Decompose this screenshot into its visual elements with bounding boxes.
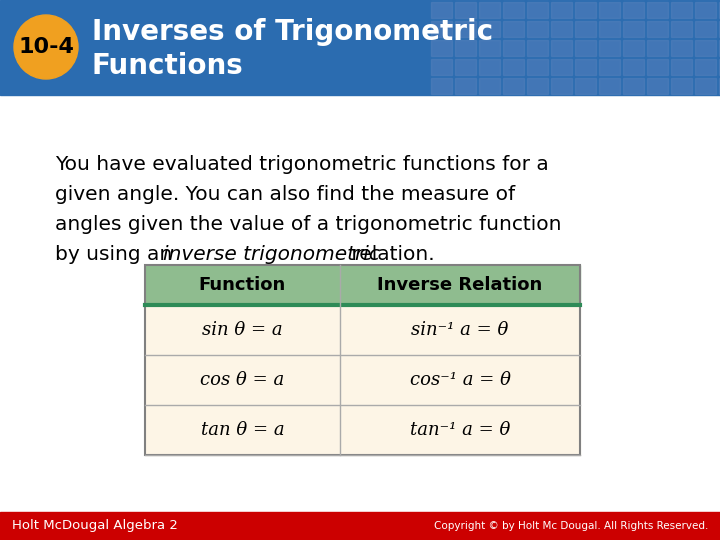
Bar [431,21,452,37]
Bar [503,78,524,94]
Text: sin θ = a: sin θ = a [202,321,283,339]
Bar [671,2,692,18]
Text: cos⁻¹ a = θ: cos⁻¹ a = θ [410,371,510,389]
Bar [623,21,644,37]
Bar [479,78,500,94]
Bar [455,21,476,37]
Bar [719,78,720,94]
Bar [455,40,476,56]
Bar [647,59,668,75]
Bar [599,40,620,56]
Bar [695,40,716,56]
Bar [719,2,720,18]
Bar [695,78,716,94]
Text: given angle. You can also find the measure of: given angle. You can also find the measu… [55,185,515,204]
Bar [719,59,720,75]
Text: by using an: by using an [55,245,179,264]
Bar [623,59,644,75]
Bar [599,59,620,75]
Text: angles given the value of a trigonometric function: angles given the value of a trigonometri… [55,215,562,234]
Bar [527,59,548,75]
Bar [599,2,620,18]
Bar [551,21,572,37]
Text: sin⁻¹ a = θ: sin⁻¹ a = θ [411,321,509,339]
Text: Inverses of Trigonometric: Inverses of Trigonometric [92,18,493,46]
Bar [0,0,720,95]
Bar [503,2,524,18]
Bar [479,59,500,75]
Bar [551,59,572,75]
Bar [527,21,548,37]
Text: You have evaluated trigonometric functions for a: You have evaluated trigonometric functio… [55,155,549,174]
Bar [145,265,580,305]
Bar [503,21,524,37]
Bar [623,78,644,94]
Bar [551,78,572,94]
Bar [575,2,596,18]
Bar [719,40,720,56]
Bar [431,78,452,94]
Bar [479,40,500,56]
Bar [551,40,572,56]
Bar [599,78,620,94]
Bar [479,2,500,18]
Bar [623,2,644,18]
Bar [599,21,620,37]
Bar [695,59,716,75]
Text: Holt McDougal Algebra 2: Holt McDougal Algebra 2 [12,519,178,532]
Bar [671,21,692,37]
Bar [455,59,476,75]
Bar [719,21,720,37]
Bar [575,21,596,37]
Text: Function: Function [199,276,286,294]
Bar [695,2,716,18]
Text: 10-4: 10-4 [18,37,74,57]
Text: tan θ = a: tan θ = a [201,421,284,439]
Bar [623,40,644,56]
Bar [0,512,720,540]
Text: tan⁻¹ a = θ: tan⁻¹ a = θ [410,421,510,439]
Bar [647,78,668,94]
Bar [527,78,548,94]
Bar [575,78,596,94]
Bar [647,40,668,56]
Bar [671,40,692,56]
Bar [455,2,476,18]
Bar [431,40,452,56]
Text: cos θ = a: cos θ = a [200,371,284,389]
Text: Inverse Relation: Inverse Relation [377,276,543,294]
Bar [647,2,668,18]
Bar [145,265,580,455]
Bar [671,59,692,75]
Bar [145,405,580,455]
Bar [647,21,668,37]
Circle shape [14,15,78,79]
Bar [527,2,548,18]
Bar [695,21,716,37]
Bar [455,78,476,94]
Bar [479,21,500,37]
Text: Copyright © by Holt Mc Dougal. All Rights Reserved.: Copyright © by Holt Mc Dougal. All Right… [433,521,708,531]
Bar [431,2,452,18]
Bar [145,305,580,355]
Text: inverse trigonometric: inverse trigonometric [163,245,380,264]
Bar [431,59,452,75]
Bar [551,2,572,18]
Text: relation.: relation. [345,245,435,264]
Bar [503,40,524,56]
Bar [527,40,548,56]
Bar [575,40,596,56]
Bar [671,78,692,94]
Bar [503,59,524,75]
Bar [575,59,596,75]
Text: Functions: Functions [92,52,244,80]
Bar [145,355,580,405]
